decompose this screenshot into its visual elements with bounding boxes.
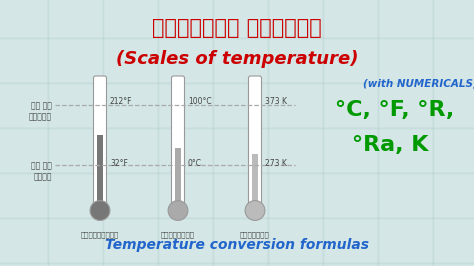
FancyBboxPatch shape [268,128,324,174]
FancyBboxPatch shape [323,218,379,264]
Ellipse shape [90,201,110,221]
FancyBboxPatch shape [0,173,49,219]
FancyBboxPatch shape [268,38,324,84]
FancyBboxPatch shape [268,83,324,129]
FancyBboxPatch shape [323,38,379,84]
FancyBboxPatch shape [323,263,379,266]
Text: तापक्रम पैमाने: तापक्रम पैमाने [152,18,322,38]
Text: 273 K: 273 K [265,159,287,168]
Text: केल्विन: केल्विन [240,232,270,238]
FancyBboxPatch shape [172,76,184,207]
FancyBboxPatch shape [48,38,104,84]
FancyBboxPatch shape [0,38,49,84]
FancyBboxPatch shape [158,218,214,264]
Text: सेल्सियस: सेल्सियस [161,232,195,238]
FancyBboxPatch shape [48,83,104,129]
FancyBboxPatch shape [268,173,324,219]
FancyBboxPatch shape [323,173,379,219]
FancyBboxPatch shape [433,218,474,264]
FancyBboxPatch shape [268,263,324,266]
FancyBboxPatch shape [433,83,474,129]
FancyBboxPatch shape [103,128,159,174]
FancyBboxPatch shape [158,83,214,129]
Bar [97,135,103,205]
FancyBboxPatch shape [433,173,474,219]
FancyBboxPatch shape [0,128,49,174]
FancyBboxPatch shape [378,38,434,84]
FancyBboxPatch shape [48,263,104,266]
Ellipse shape [168,201,188,221]
FancyBboxPatch shape [103,83,159,129]
FancyBboxPatch shape [378,218,434,264]
FancyBboxPatch shape [48,218,104,264]
FancyBboxPatch shape [213,128,269,174]
FancyBboxPatch shape [0,263,49,266]
FancyBboxPatch shape [103,38,159,84]
FancyBboxPatch shape [213,83,269,129]
FancyBboxPatch shape [433,263,474,266]
FancyBboxPatch shape [323,128,379,174]
Bar [175,148,181,205]
Text: 373 K: 373 K [265,97,287,106]
FancyBboxPatch shape [378,0,434,39]
Text: 212°F: 212°F [110,97,133,106]
FancyBboxPatch shape [323,0,379,39]
FancyBboxPatch shape [103,0,159,39]
FancyBboxPatch shape [0,83,49,129]
FancyBboxPatch shape [158,263,214,266]
FancyBboxPatch shape [103,218,159,264]
FancyBboxPatch shape [158,128,214,174]
FancyBboxPatch shape [323,83,379,129]
FancyBboxPatch shape [213,38,269,84]
FancyBboxPatch shape [213,0,269,39]
Text: (with NUMERICALS): (with NUMERICALS) [363,78,474,88]
Text: फारेनहाइट: फारेनहाइट [81,232,119,238]
FancyBboxPatch shape [433,0,474,39]
FancyBboxPatch shape [213,173,269,219]
FancyBboxPatch shape [268,218,324,264]
FancyBboxPatch shape [48,0,104,39]
FancyBboxPatch shape [0,218,49,264]
FancyBboxPatch shape [378,83,434,129]
Text: 100°C: 100°C [188,97,211,106]
FancyBboxPatch shape [158,0,214,39]
Text: °C, °F, °R,: °C, °F, °R, [336,100,455,120]
FancyBboxPatch shape [433,128,474,174]
FancyBboxPatch shape [48,173,104,219]
Text: 32°F: 32°F [110,159,128,168]
FancyBboxPatch shape [378,263,434,266]
FancyBboxPatch shape [158,38,214,84]
FancyBboxPatch shape [213,263,269,266]
FancyBboxPatch shape [378,173,434,219]
FancyBboxPatch shape [93,76,107,207]
Bar [252,154,258,205]
FancyBboxPatch shape [103,173,159,219]
Text: (Scales of temperature): (Scales of temperature) [116,50,358,68]
Text: 0°C: 0°C [188,159,202,168]
FancyBboxPatch shape [268,0,324,39]
Text: Temperature conversion formulas: Temperature conversion formulas [105,238,369,252]
FancyBboxPatch shape [378,128,434,174]
FancyBboxPatch shape [248,76,262,207]
FancyBboxPatch shape [48,128,104,174]
Text: जल का
जमना: जल का जमना [31,161,52,181]
FancyBboxPatch shape [103,263,159,266]
Text: °Ra, K: °Ra, K [352,135,428,155]
Ellipse shape [245,201,265,221]
Text: जल का
उबलना: जल का उबलना [29,101,52,121]
FancyBboxPatch shape [0,0,49,39]
FancyBboxPatch shape [158,173,214,219]
FancyBboxPatch shape [213,218,269,264]
FancyBboxPatch shape [433,38,474,84]
